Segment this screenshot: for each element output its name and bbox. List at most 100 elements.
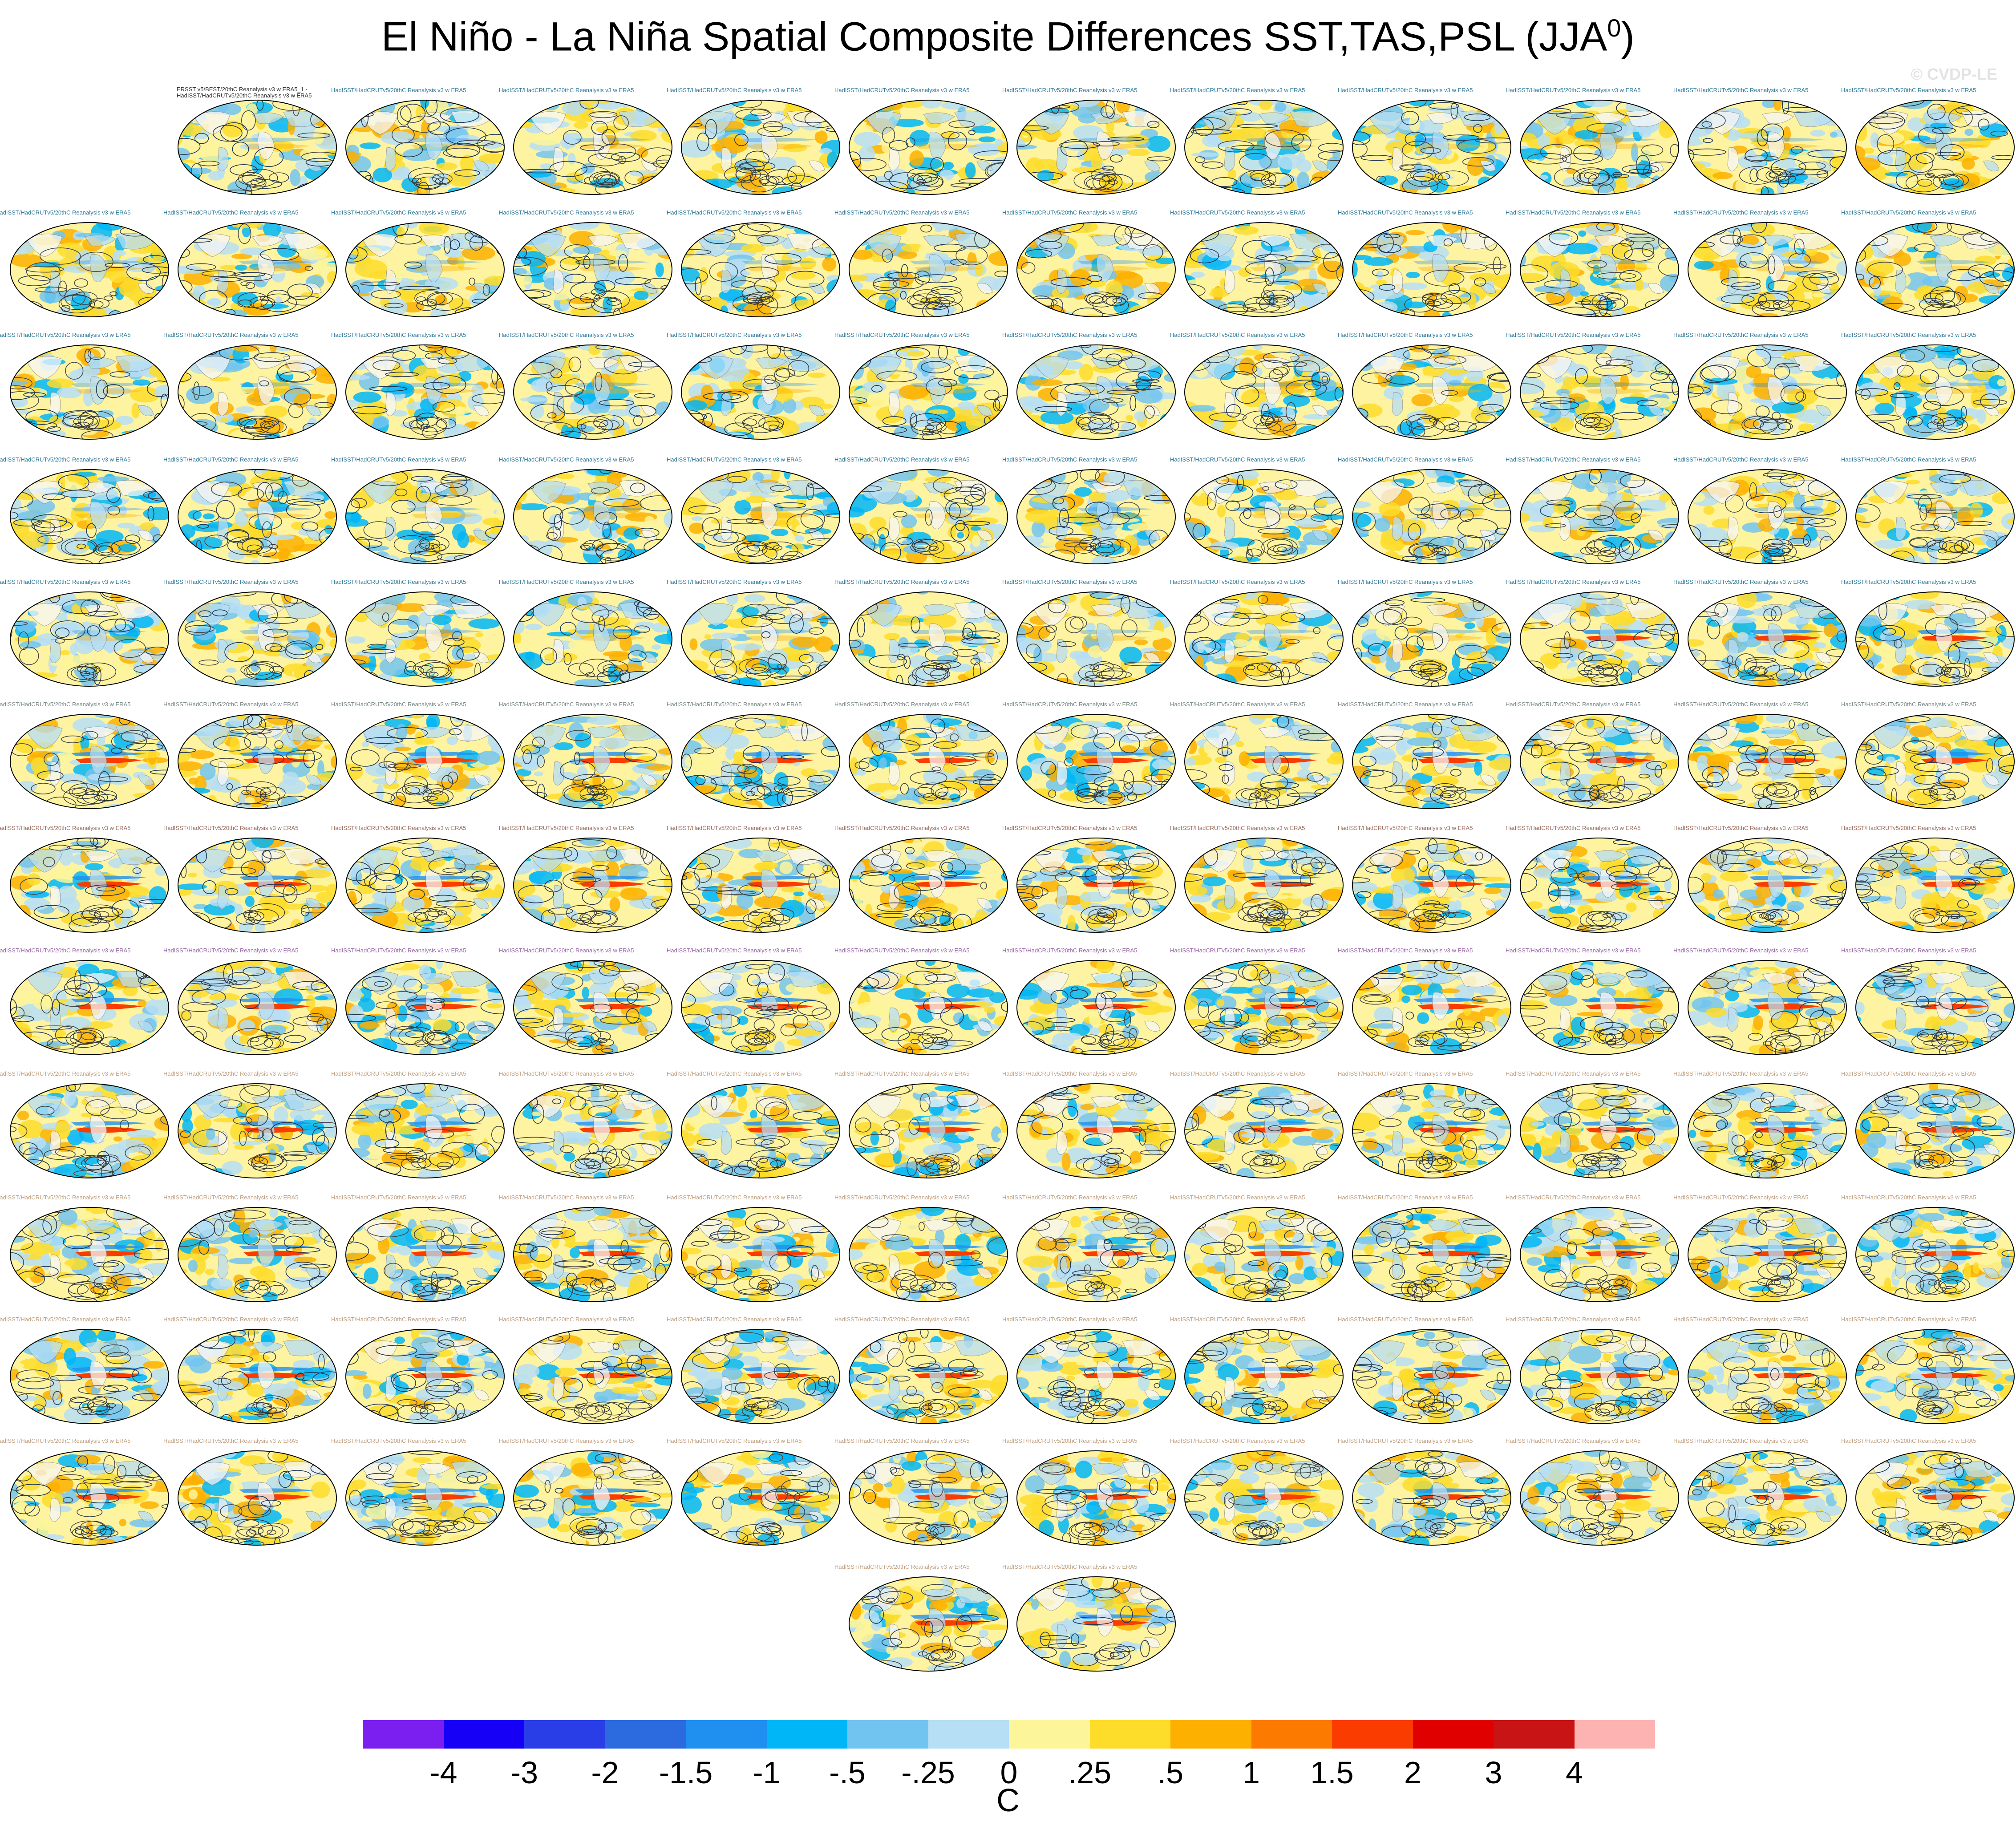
panel-label: HadISST/HadCRUTv5/20thC Reanalysis v3 w … — [163, 1194, 299, 1201]
map-panel: HadISST/HadCRUTv5/20thC Reanalysis v3 w … — [1338, 579, 1512, 688]
map-panel: HadISST/HadCRUTv5/20thC Reanalysis v3 w … — [163, 210, 338, 318]
colorbar-swatch — [524, 1720, 606, 1749]
global-map — [681, 591, 840, 687]
map-panel: HadISST/HadCRUTv5/20thC Reanalysis v3 w … — [163, 701, 338, 810]
map-panel: HadISST/HadCRUTv5/20thC Reanalysis v3 w … — [667, 87, 841, 196]
map-panel: HadISST/HadCRUTv5/20thC Reanalysis v3 w … — [1338, 1438, 1512, 1547]
panel-label: HadISST/HadCRUTv5/20thC Reanalysis v3 w … — [331, 1194, 466, 1201]
map-panel: HadISST/HadCRUTv5/20thC Reanalysis v3 w … — [0, 1071, 170, 1179]
panel-label: HadISST/HadCRUTv5/20thC Reanalysis v3 w … — [499, 825, 634, 831]
global-map — [1016, 1207, 1176, 1302]
global-map — [681, 960, 840, 1055]
map-panel: HadISST/HadCRUTv5/20thC Reanalysis v3 w … — [1673, 1194, 1848, 1303]
global-map — [681, 344, 840, 440]
colorbar-tick-label: 4 — [1566, 1755, 1583, 1790]
global-map — [1520, 714, 1679, 809]
map-panel: HadISST/HadCRUTv5/20thC Reanalysis v3 w … — [499, 579, 673, 688]
map-panel: HadISST/HadCRUTv5/20thC Reanalysis v3 w … — [1841, 1071, 2016, 1179]
global-map — [849, 100, 1008, 195]
global-map — [1520, 222, 1679, 317]
panel-label: HadISST/HadCRUTv5/20thC Reanalysis v3 w … — [163, 457, 299, 463]
global-map — [10, 1207, 169, 1302]
map-panel: HadISST/HadCRUTv5/20thC Reanalysis v3 w … — [834, 825, 1009, 934]
map-panel: HadISST/HadCRUTv5/20thC Reanalysis v3 w … — [0, 210, 170, 318]
map-panel: HadISST/HadCRUTv5/20thC Reanalysis v3 w … — [1170, 947, 1344, 1056]
panel-label: HadISST/HadCRUTv5/20thC Reanalysis v3 w … — [499, 701, 634, 708]
colorbar-tick-label: -2 — [591, 1755, 619, 1790]
map-panel: HadISST/HadCRUTv5/20thC Reanalysis v3 w … — [163, 579, 338, 688]
panel-label: HadISST/HadCRUTv5/20thC Reanalysis v3 w … — [1506, 457, 1641, 463]
panel-label: HadISST/HadCRUTv5/20thC Reanalysis v3 w … — [834, 825, 970, 831]
global-map — [1520, 591, 1679, 687]
global-map — [1520, 1450, 1679, 1546]
global-map — [681, 100, 840, 195]
panel-label: HadISST/HadCRUTv5/20thC Reanalysis v3 w … — [1506, 1071, 1641, 1077]
panel-label: HadISST/HadCRUTv5/20thC Reanalysis v3 w … — [331, 210, 466, 216]
map-panel: HadISST/HadCRUTv5/20thC Reanalysis v3 w … — [1338, 332, 1512, 441]
panel-label: HadISST/HadCRUTv5/20thC Reanalysis v3 w … — [667, 947, 802, 954]
panel-label: HadISST/HadCRUTv5/20thC Reanalysis v3 w … — [1002, 1438, 1138, 1444]
map-panel: HadISST/HadCRUTv5/20thC Reanalysis v3 w … — [1841, 332, 2016, 441]
panel-label: HadISST/HadCRUTv5/20thC Reanalysis v3 w … — [163, 579, 299, 585]
global-map — [1184, 1207, 1344, 1302]
panel-label: HadISST/HadCRUTv5/20thC Reanalysis v3 w … — [1170, 947, 1305, 954]
colorbar-swatch — [766, 1720, 848, 1749]
map-panel: HadISST/HadCRUTv5/20thC Reanalysis v3 w … — [1002, 1071, 1177, 1179]
panel-label: HadISST/HadCRUTv5/20thC Reanalysis v3 w … — [331, 1316, 466, 1323]
panel-label: HadISST/HadCRUTv5/20thC Reanalysis v3 w … — [1673, 579, 1809, 585]
panel-label: HadISST/HadCRUTv5/20thC Reanalysis v3 w … — [1841, 332, 1976, 338]
global-map — [345, 1450, 505, 1546]
panel-label: HadISST/HadCRUTv5/20thC Reanalysis v3 w … — [667, 1316, 802, 1323]
map-panel: HadISST/HadCRUTv5/20thC Reanalysis v3 w … — [1841, 579, 2016, 688]
panel-label: HadISST/HadCRUTv5/20thC Reanalysis v3 w … — [1506, 825, 1641, 831]
global-map — [1688, 344, 1847, 440]
global-map — [1184, 1329, 1344, 1424]
colorbar-tick-label: 1.5 — [1310, 1755, 1354, 1790]
panel-label: HadISST/HadCRUTv5/20thC Reanalysis v3 w … — [834, 579, 970, 585]
map-panel: HadISST/HadCRUTv5/20thC Reanalysis v3 w … — [499, 1071, 673, 1179]
map-panel: HadISST/HadCRUTv5/20thC Reanalysis v3 w … — [1002, 947, 1177, 1056]
panel-label: HadISST/HadCRUTv5/20thC Reanalysis v3 w … — [1673, 1071, 1809, 1077]
panel-label: HadISST/HadCRUTv5/20thC Reanalysis v3 w … — [0, 947, 131, 954]
map-panel: HadISST/HadCRUTv5/20thC Reanalysis v3 w … — [1841, 87, 2016, 196]
panel-label: HadISST/HadCRUTv5/20thC Reanalysis v3 w … — [1002, 579, 1138, 585]
global-map — [1016, 1329, 1176, 1424]
global-map — [1352, 469, 1511, 564]
global-map — [1352, 960, 1511, 1055]
global-map — [849, 1450, 1008, 1546]
panel-label: HadISST/HadCRUTv5/20thC Reanalysis v3 w … — [1002, 87, 1138, 93]
map-panel: HadISST/HadCRUTv5/20thC Reanalysis v3 w … — [667, 1071, 841, 1179]
global-map — [513, 222, 672, 317]
panel-label: HadISST/HadCRUTv5/20thC Reanalysis v3 w … — [0, 457, 131, 463]
panel-label: HadISST/HadCRUTv5/20thC Reanalysis v3 w … — [499, 87, 634, 93]
panel-label: HadISST/HadCRUTv5/20thC Reanalysis v3 w … — [1338, 87, 1473, 93]
panel-label: HadISST/HadCRUTv5/20thC Reanalysis v3 w … — [1338, 1194, 1473, 1201]
global-map — [1688, 1329, 1847, 1424]
panel-label: HadISST/HadCRUTv5/20thC Reanalysis v3 w … — [1002, 1194, 1138, 1201]
global-map — [849, 1329, 1008, 1424]
map-panel: HadISST/HadCRUTv5/20thC Reanalysis v3 w … — [667, 701, 841, 810]
panel-label: HadISST/HadCRUTv5/20thC Reanalysis v3 w … — [1002, 332, 1138, 338]
global-map — [345, 100, 505, 195]
panel-label: HadISST/HadCRUTv5/20thC Reanalysis v3 w … — [0, 1194, 131, 1201]
panel-label: HadISST/HadCRUTv5/20thC Reanalysis v3 w … — [1002, 947, 1138, 954]
global-map — [849, 714, 1008, 809]
map-panel: HadISST/HadCRUTv5/20thC Reanalysis v3 w … — [0, 332, 170, 441]
panel-label: HadISST/HadCRUTv5/20thC Reanalysis v3 w … — [1506, 579, 1641, 585]
panel-label: HadISST/HadCRUTv5/20thC Reanalysis v3 w … — [1338, 210, 1473, 216]
panel-label: HadISST/HadCRUTv5/20thC Reanalysis v3 w … — [667, 1194, 802, 1201]
map-panel: HadISST/HadCRUTv5/20thC Reanalysis v3 w … — [1002, 1438, 1177, 1547]
panel-label: HadISST/HadCRUTv5/20thC Reanalysis v3 w … — [1841, 1316, 1976, 1323]
map-panel: HadISST/HadCRUTv5/20thC Reanalysis v3 w … — [1338, 947, 1512, 1056]
map-panel: HadISST/HadCRUTv5/20thC Reanalysis v3 w … — [163, 1194, 338, 1303]
map-panel: HadISST/HadCRUTv5/20thC Reanalysis v3 w … — [331, 1194, 506, 1303]
map-panel: HadISST/HadCRUTv5/20thC Reanalysis v3 w … — [1841, 210, 2016, 318]
panel-label: HadISST/HadCRUTv5/20thC Reanalysis v3 w … — [1170, 332, 1305, 338]
panel-label: HadISST/HadCRUTv5/20thC Reanalysis v3 w … — [499, 947, 634, 954]
map-panel: HadISST/HadCRUTv5/20thC Reanalysis v3 w … — [1673, 1071, 1848, 1179]
map-panel: HadISST/HadCRUTv5/20thC Reanalysis v3 w … — [1673, 332, 1848, 441]
panel-label: HadISST/HadCRUTv5/20thC Reanalysis v3 w … — [1002, 825, 1138, 831]
panel-label: ERSST v5/BEST/20thC Reanalysis v3 w ERA5… — [177, 86, 308, 93]
panel-label: HadISST/HadCRUTv5/20thC Reanalysis v3 w … — [1338, 825, 1473, 831]
panel-label: HadISST/HadCRUTv5/20thC Reanalysis v3 w … — [1338, 1438, 1473, 1444]
